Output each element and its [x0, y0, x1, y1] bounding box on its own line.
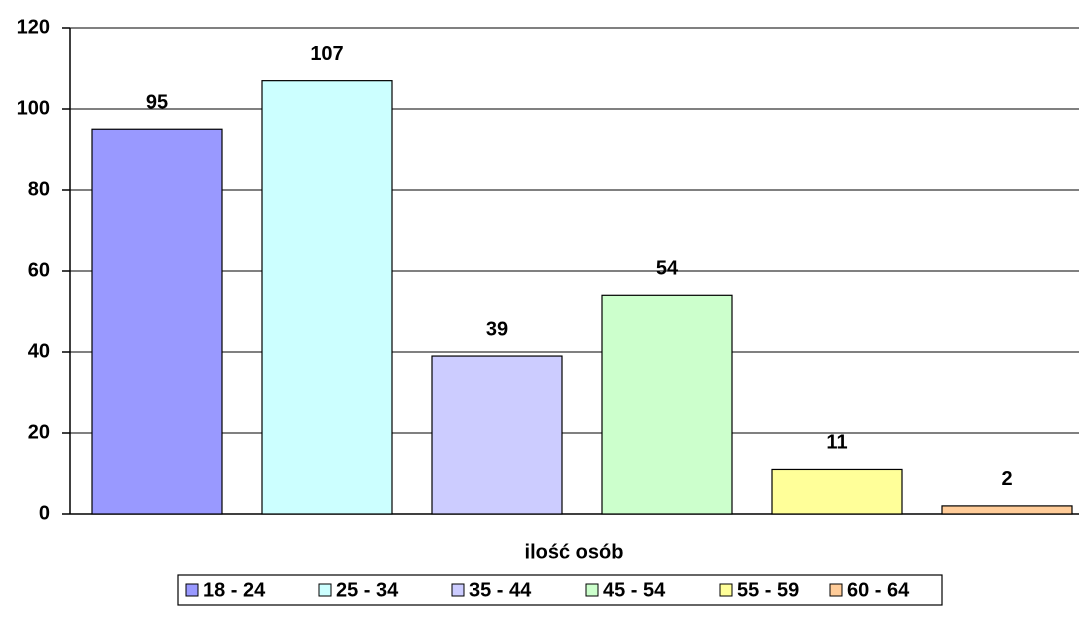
legend-label: 45 - 54 — [603, 579, 666, 601]
legend-label: 25 - 34 — [336, 579, 399, 601]
y-tick-label: 0 — [39, 502, 50, 524]
y-tick-label: 80 — [28, 178, 50, 200]
y-tick-label: 60 — [28, 259, 50, 281]
bar — [941, 505, 1073, 515]
x-category-label: ilość osób — [525, 541, 624, 563]
value-label: 39 — [486, 318, 508, 340]
value-label: 2 — [1001, 468, 1012, 490]
value-label: 95 — [146, 92, 168, 114]
legend-swatch — [185, 583, 199, 597]
bar — [771, 468, 903, 515]
legend-swatch — [318, 583, 332, 597]
legend-label: 18 - 24 — [203, 579, 266, 601]
legend-label: 35 - 44 — [469, 579, 532, 601]
bar — [91, 128, 223, 515]
legend-label: 55 - 59 — [737, 579, 799, 601]
y-tick-label: 100 — [17, 97, 50, 119]
legend-swatch — [719, 583, 733, 597]
bar — [601, 294, 733, 515]
y-tick-label: 40 — [28, 340, 50, 362]
legend-swatch — [829, 583, 843, 597]
y-tick-label: 120 — [17, 16, 50, 38]
value-label: 11 — [826, 432, 847, 454]
value-label: 54 — [656, 258, 679, 280]
legend-label: 60 - 64 — [847, 579, 910, 601]
legend-box — [177, 574, 943, 606]
bar — [431, 355, 563, 515]
bar — [261, 80, 393, 515]
legend-swatch — [585, 583, 599, 597]
legend-swatch — [451, 583, 465, 597]
value-label: 107 — [310, 43, 343, 65]
y-tick-label: 20 — [28, 421, 50, 443]
